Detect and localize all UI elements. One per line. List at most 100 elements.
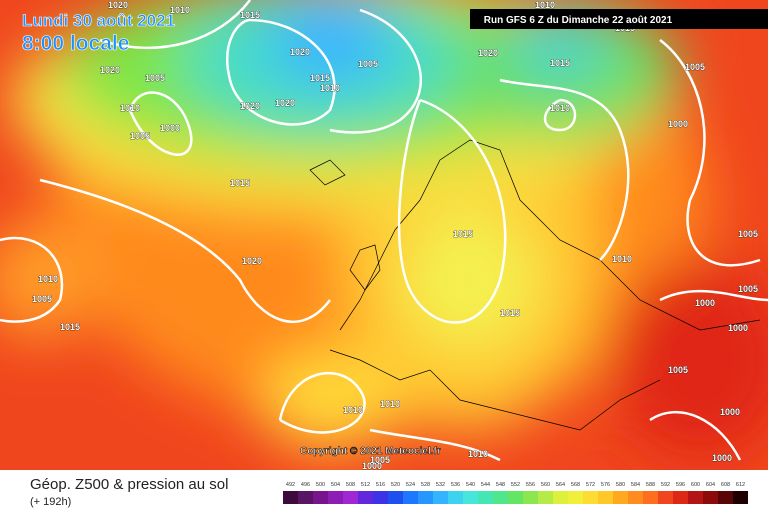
isobar-label: 1010: [535, 0, 555, 10]
isobar-label: 1010: [380, 399, 400, 409]
scale-cell: [493, 491, 508, 504]
scale-cell: [733, 491, 748, 504]
run-box: [470, 9, 768, 29]
isobar-label: 1020: [100, 65, 120, 75]
isobar-label: 1010: [343, 405, 363, 415]
isobar-label: 1005: [668, 365, 688, 375]
isobar-label: 1020: [242, 256, 262, 266]
scale-cell: [568, 491, 583, 504]
scale-cell: [688, 491, 703, 504]
isobar-label: 1005: [358, 59, 378, 69]
scale-label: 560: [541, 482, 550, 488]
isobar-label: 1015: [500, 308, 520, 318]
scale-label: 544: [481, 482, 490, 488]
scale-cell: [328, 491, 343, 504]
scale-label: 572: [586, 482, 595, 488]
scale-label: 536: [451, 482, 460, 488]
scale-cell: [298, 491, 313, 504]
scale-label: 500: [316, 482, 325, 488]
scale-label: 556: [526, 482, 535, 488]
footer-title: Géop. Z500 & pression au sol: [30, 476, 228, 493]
scale-cell: [643, 491, 658, 504]
scale-cell: [508, 491, 523, 504]
scale-cell: [403, 491, 418, 504]
scale-label: 508: [346, 482, 355, 488]
run-info: Run GFS 6 Z du Dimanche 22 août 2021: [484, 15, 673, 26]
scale-cell: [538, 491, 553, 504]
isobar-label: 1015: [230, 178, 250, 188]
isobar-label: 1000: [362, 461, 382, 471]
isobar-label: 1000: [720, 407, 740, 417]
scale-label: 564: [556, 482, 565, 488]
isobar-label: 1020: [240, 101, 260, 111]
isobar-label: 1015: [550, 58, 570, 68]
isobar-label: 1015: [60, 322, 80, 332]
scale-label: 492: [286, 482, 295, 488]
time: 8:00 locale: [22, 32, 129, 55]
scale-label: 588: [646, 482, 655, 488]
isobar-label: 1000: [712, 453, 732, 463]
scale-cell: [358, 491, 373, 504]
isobar-label: 1015: [310, 73, 330, 83]
isobar-label: 1000: [728, 323, 748, 333]
isobar-label: 1000: [668, 119, 688, 129]
scale-label: 576: [601, 482, 610, 488]
scale-label: 568: [571, 482, 580, 488]
isobar-label: 1005: [370, 455, 390, 465]
scale-cell: [703, 491, 718, 504]
isobar-label: 1020: [108, 0, 128, 10]
scale-cell: [343, 491, 358, 504]
scale-label: 504: [331, 482, 340, 488]
scale-label: 532: [436, 482, 445, 488]
scale-cell: [613, 491, 628, 504]
isobar-label: 1020: [290, 47, 310, 57]
copyright: Copyright © 2021 Meteociel.fr: [300, 446, 441, 457]
isobar-label: 1010: [320, 83, 340, 93]
isobar-label: 1000: [695, 298, 715, 308]
isobar-label: 1010: [550, 103, 570, 113]
scale-label: 520: [391, 482, 400, 488]
scale-label: 524: [406, 482, 415, 488]
isobar-label: 1005: [685, 62, 705, 72]
scale-cell: [388, 491, 403, 504]
isobar-label: 1015: [240, 10, 260, 20]
isobar-label: 1005: [32, 294, 52, 304]
scale-cell: [598, 491, 613, 504]
scale-cell: [283, 491, 298, 504]
scale-cell: [523, 491, 538, 504]
isobar-label: 1010: [38, 274, 58, 284]
isobar-label: 1005: [738, 284, 758, 294]
scale-label: 552: [511, 482, 520, 488]
isobar-label: 1010: [120, 103, 140, 113]
scale-label: 600: [691, 482, 700, 488]
scale-label: 592: [661, 482, 670, 488]
scale-cell: [418, 491, 433, 504]
isobar-label: 1005: [145, 73, 165, 83]
scale-label: 528: [421, 482, 430, 488]
color-scale: 492 496 500 504 508 512 516 520 524 528 532 536 540 5…: [283, 482, 748, 504]
scale-cell: [553, 491, 568, 504]
scale-label: 516: [376, 482, 385, 488]
isobars: [0, 0, 768, 462]
isobar-label: 1020: [275, 98, 295, 108]
scale-label: 612: [736, 482, 745, 488]
scale-label: 604: [706, 482, 715, 488]
scale-label: 548: [496, 482, 505, 488]
scale-cell: [478, 491, 493, 504]
isobar-label: 1010: [170, 5, 190, 15]
isobar-label: 1000: [160, 123, 180, 133]
footer-lead: (+ 192h): [30, 496, 71, 508]
isobar-label: 1010: [612, 254, 632, 264]
scale-label: 584: [631, 482, 640, 488]
scale-label: 608: [721, 482, 730, 488]
scale-label: 512: [361, 482, 370, 488]
scale-cell: [718, 491, 733, 504]
scale-cell: [448, 491, 463, 504]
scale-label: 580: [616, 482, 625, 488]
isobar-label: 1005: [738, 229, 758, 239]
scale-cell: [373, 491, 388, 504]
scale-cell: [433, 491, 448, 504]
isobar-label: 1015: [453, 229, 473, 239]
isobar-label: 1020: [478, 48, 498, 58]
